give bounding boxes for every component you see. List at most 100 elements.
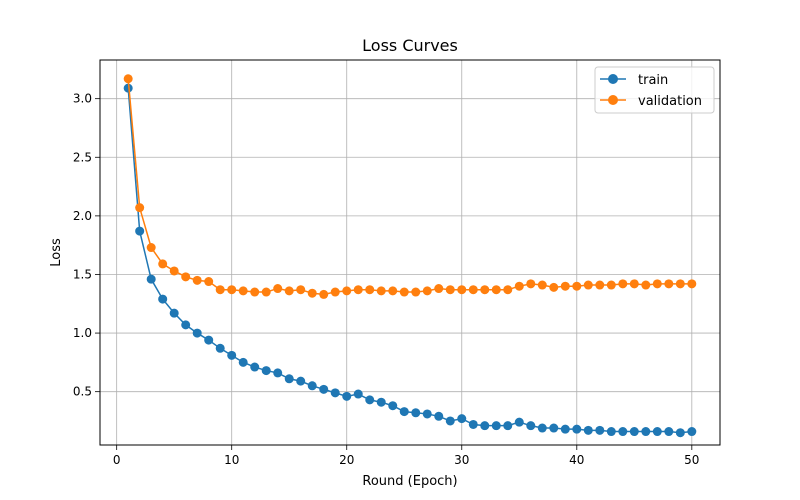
train-data-point	[664, 427, 674, 437]
train-data-point	[146, 274, 156, 284]
validation-data-point	[330, 287, 340, 297]
validation-data-point	[445, 285, 455, 295]
x-tick-label: 0	[113, 453, 121, 467]
validation-data-point	[273, 284, 283, 294]
y-tick-label: 2.5	[73, 150, 92, 164]
train-data-point	[319, 384, 329, 394]
y-tick-label: 3.0	[73, 92, 92, 106]
validation-data-point	[146, 243, 156, 253]
train-data-point	[296, 376, 306, 386]
validation-data-point	[480, 285, 490, 295]
train-data-point	[169, 308, 179, 318]
validation-data-point	[399, 287, 409, 297]
train-data-point	[491, 421, 501, 431]
train-data-point	[158, 294, 168, 304]
validation-data-point	[227, 285, 237, 295]
validation-data-point	[664, 279, 674, 289]
train-data-point	[250, 362, 260, 372]
train-data-point	[572, 424, 582, 434]
train-data-point	[411, 408, 421, 418]
y-tick-label: 1.5	[73, 267, 92, 281]
y-tick-label: 1.0	[73, 326, 92, 340]
validation-data-point	[514, 281, 524, 291]
train-data-point	[399, 407, 409, 417]
x-tick-label: 30	[454, 453, 469, 467]
validation-data-point	[549, 282, 559, 292]
validation-data-point	[169, 266, 179, 276]
validation-data-point	[123, 74, 133, 84]
train-data-point	[629, 427, 639, 437]
x-tick-label: 20	[339, 453, 354, 467]
validation-data-point	[687, 279, 697, 289]
validation-data-point	[434, 284, 444, 294]
validation-data-point	[491, 285, 501, 295]
validation-data-point	[572, 281, 582, 291]
validation-data-point	[250, 287, 260, 297]
legend-train-label: train	[638, 73, 668, 88]
validation-data-point	[422, 286, 432, 296]
validation-data-point	[468, 285, 478, 295]
train-data-point	[365, 395, 375, 405]
train-data-point	[204, 335, 214, 345]
train-data-point	[595, 425, 605, 435]
validation-data-point	[158, 259, 168, 269]
validation-data-point	[365, 285, 375, 295]
x-tick-label: 50	[684, 453, 699, 467]
train-data-point	[468, 419, 478, 429]
train-data-point	[526, 421, 536, 431]
train-data-point	[353, 389, 363, 399]
train-data-point	[215, 343, 225, 353]
validation-data-point	[307, 288, 317, 298]
legend-validation-marker	[608, 95, 618, 105]
ticks: 0 10 20 30 40 50 0.5 1.0 1.5 2.0 2.5 3.0	[73, 92, 700, 467]
y-axis-label: Loss	[49, 238, 64, 267]
train-data-point	[618, 427, 628, 437]
train-data-point	[687, 427, 697, 437]
validation-data-point	[411, 287, 421, 297]
validation-data-point	[629, 279, 639, 289]
train-data-point	[457, 414, 467, 424]
x-tick-label: 40	[569, 453, 584, 467]
train-data-point	[261, 366, 271, 376]
validation-data-point	[503, 285, 513, 295]
train-data-point	[376, 397, 386, 407]
train-data-point	[480, 421, 490, 431]
validation-data-point	[192, 275, 202, 285]
validation-data-point	[181, 272, 191, 282]
validation-data-point	[641, 280, 651, 290]
validation-data-point	[204, 277, 214, 287]
x-tick-label: 10	[224, 453, 239, 467]
train-data-point	[434, 411, 444, 421]
validation-data-point	[583, 280, 593, 290]
train-data-point	[560, 424, 570, 434]
train-data-point	[583, 425, 593, 435]
legend-train-marker	[608, 74, 618, 84]
grid	[100, 60, 720, 445]
train-data-point	[192, 328, 202, 338]
train-data-point	[422, 409, 432, 419]
validation-data-point	[135, 203, 145, 213]
train-data-point	[549, 423, 559, 433]
train-data-point	[652, 427, 662, 437]
train-data-point	[503, 421, 513, 431]
train-data-point	[307, 381, 317, 391]
y-tick-label: 2.0	[73, 209, 92, 223]
train-data-point	[641, 427, 651, 437]
validation-data-point	[606, 280, 616, 290]
train-data-point	[606, 427, 616, 437]
train-data-point	[514, 417, 524, 427]
validation-data-point	[238, 286, 248, 296]
validation-data-point	[537, 280, 547, 290]
legend: train validation	[594, 66, 715, 114]
validation-data-point	[261, 287, 271, 297]
train-data-point	[675, 428, 685, 438]
validation-data-point	[296, 285, 306, 295]
train-data-point	[227, 350, 237, 360]
train-data-point	[330, 388, 340, 398]
validation-data-point	[376, 286, 386, 296]
validation-data-point	[342, 286, 352, 296]
train-data-point	[445, 416, 455, 426]
validation-data-point	[618, 279, 628, 289]
train-data-point	[181, 320, 191, 330]
